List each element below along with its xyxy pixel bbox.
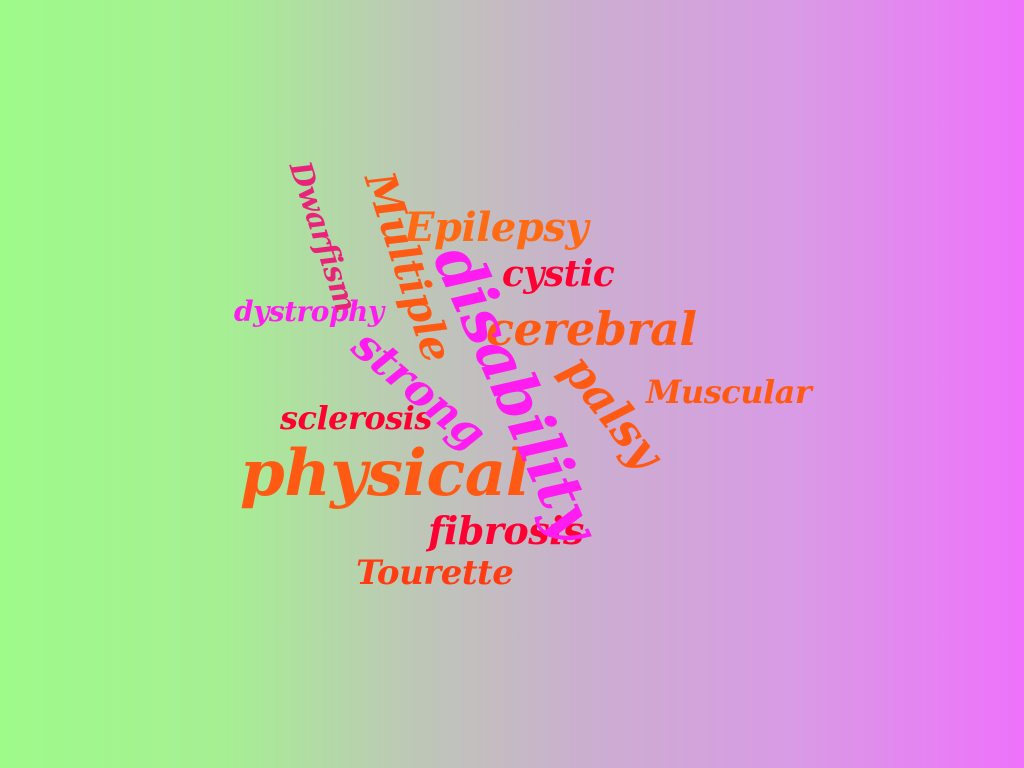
word-dwarfism: Dwarfism: [281, 157, 364, 317]
word-dystrophy: dystrophy: [234, 295, 384, 328]
word-sclerosis: sclerosis: [280, 399, 432, 437]
word-tourette: Tourette: [356, 553, 514, 593]
word-cystic: cystic: [502, 253, 615, 295]
word-epilepsy: Epilepsy: [404, 204, 589, 251]
word-cerebral: cerebral: [486, 302, 697, 356]
word-fibrosis: fibrosis: [428, 508, 584, 553]
word-muscular: Muscular: [646, 373, 812, 411]
word-physical: physical: [240, 436, 530, 511]
